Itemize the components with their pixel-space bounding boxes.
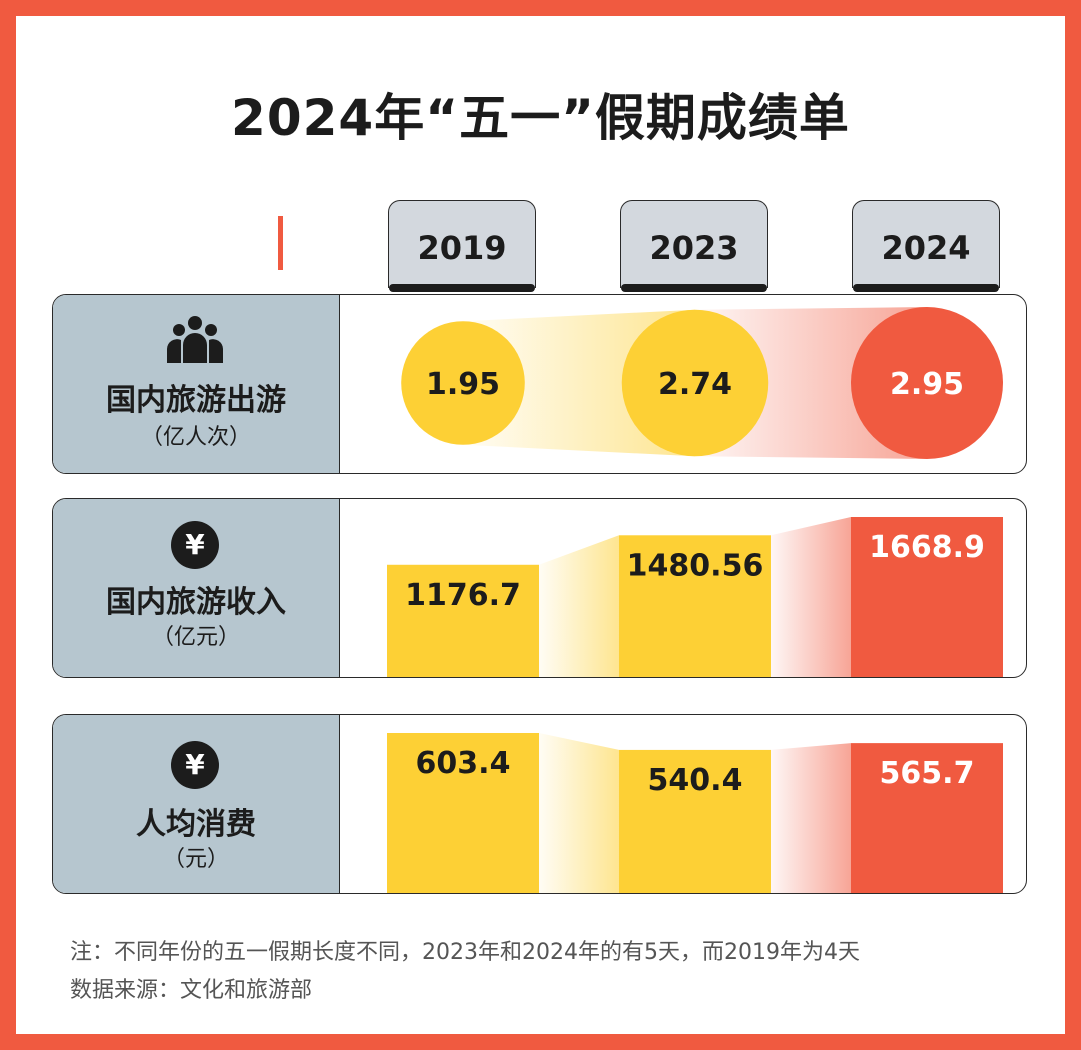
row-title: 人均消费 (136, 807, 256, 842)
bubble-2023 (621, 309, 769, 457)
g-spend-connector-1 (771, 743, 851, 893)
bubble-label-2024: 2.95 (890, 367, 964, 402)
bar-2019 (387, 564, 539, 677)
g-spend-connector-0 (539, 733, 619, 893)
chart-spend: 603.4 540.4 565.7 (387, 733, 1003, 893)
year-tab-2023: 2023 (620, 200, 768, 292)
row-unit: （元） (162, 847, 229, 872)
row-domestic-revenue: ¥ 国内旅游收入 （亿元） 1176.7 1480.56 1668.9 (52, 498, 1027, 678)
row-title: 国内旅游收入 (106, 585, 286, 620)
year-tab-2024: 2024 (852, 200, 1000, 292)
page-title: 2024年“五一”假期成绩单 (231, 89, 850, 147)
bar-label-2023: 1480.56 (627, 548, 764, 583)
bubble-2019 (401, 321, 525, 445)
bar-label-2023: 540.4 (648, 763, 743, 798)
footnote: 注：不同年份的五一假期长度不同，2023年和2024年的有5天，而2019年为4… (70, 940, 860, 965)
bar-2023 (619, 749, 771, 893)
source-note: 数据来源：文化和旅游部 (70, 978, 313, 1003)
g-revenue-connector-1 (771, 517, 851, 677)
chart-trips: 1.95 2.74 2.95 (401, 307, 1003, 459)
row-per-capita-spend: ¥ 人均消费 （元） 603.4 540.4 565.7 (52, 714, 1027, 894)
row-domestic-trips: 国内旅游出游 （亿人次） 1.95 2.74 2.95 (52, 294, 1027, 474)
row-unit: （亿人次） (140, 425, 251, 450)
bar-label-2024: 1668.9 (869, 530, 985, 565)
people-icon (167, 316, 223, 363)
bar-2019 (387, 733, 539, 893)
g-revenue-connector-0 (539, 535, 619, 677)
row-title: 国内旅游出游 (106, 383, 286, 418)
bubble-2024 (851, 307, 1003, 459)
row-label-spend: ¥ 人均消费 （元） (53, 715, 340, 893)
yen-icon: ¥ (171, 521, 219, 569)
bar-2023 (619, 535, 771, 677)
bar-label-2019: 1176.7 (405, 578, 521, 613)
bubble-label-2019: 1.95 (426, 367, 500, 402)
bar-label-2019: 603.4 (416, 746, 511, 781)
chart-revenue: 1176.7 1480.56 1668.9 (387, 517, 1003, 677)
accent-bar (278, 216, 283, 270)
row-unit: （亿元） (151, 625, 240, 650)
bar-label-2024: 565.7 (880, 756, 975, 791)
bar-2024 (851, 743, 1003, 893)
row-label-revenue: ¥ 国内旅游收入 （亿元） (53, 499, 340, 677)
bubble-label-2023: 2.74 (658, 367, 732, 402)
yen-icon: ¥ (171, 741, 219, 789)
bar-2024 (851, 517, 1003, 677)
row-label-trips: 国内旅游出游 （亿人次） (53, 295, 340, 473)
year-tab-2019: 2019 (388, 200, 536, 292)
